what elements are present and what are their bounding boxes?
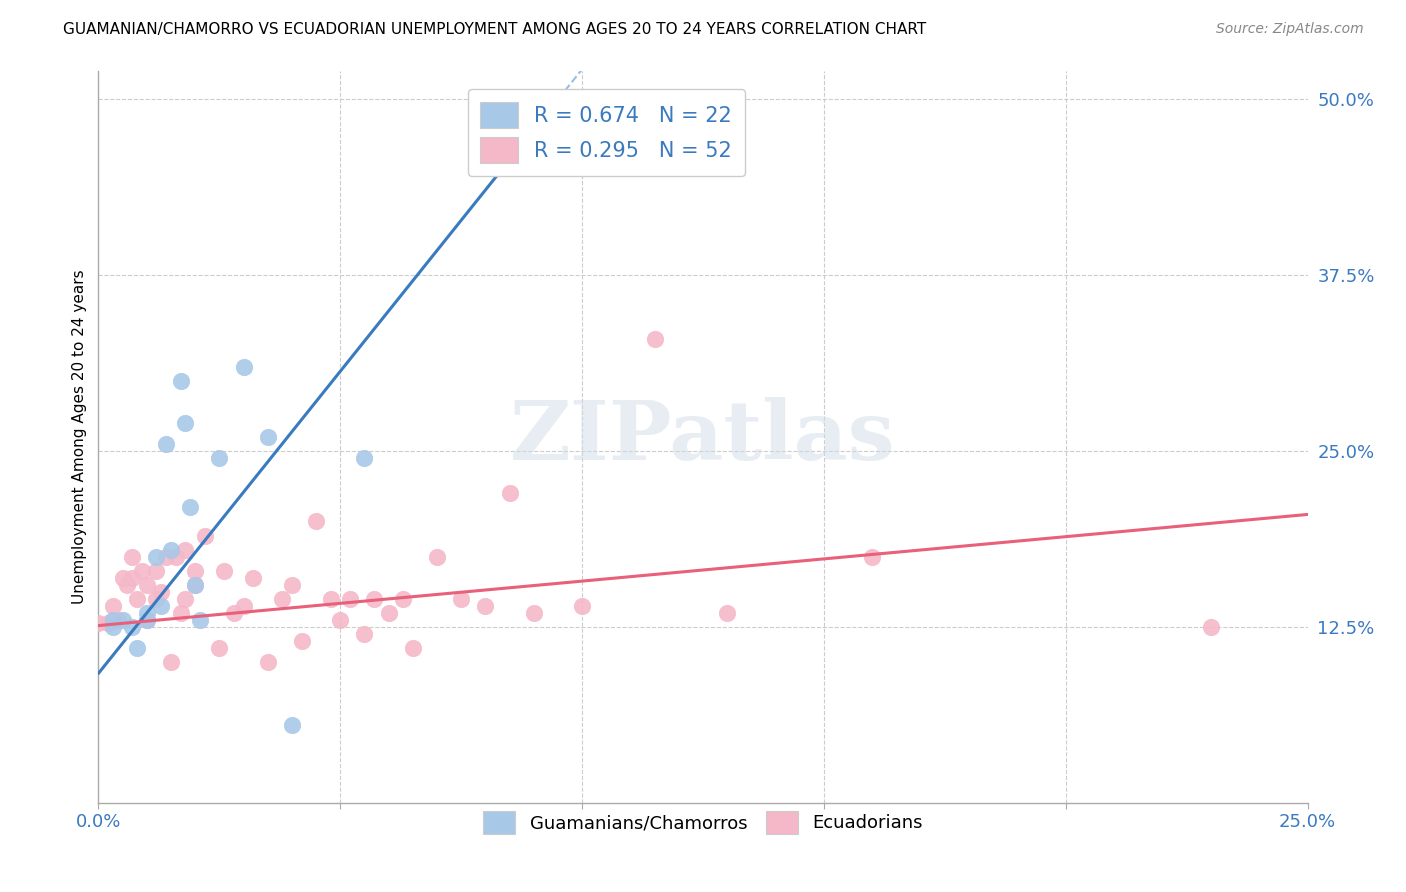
Point bbox=[150, 584, 173, 599]
Point bbox=[498, 486, 520, 500]
Point bbox=[101, 613, 124, 627]
Point bbox=[232, 599, 254, 613]
Point bbox=[145, 549, 167, 564]
Point bbox=[339, 591, 361, 606]
Point bbox=[135, 578, 157, 592]
Point bbox=[188, 613, 211, 627]
Point bbox=[392, 591, 415, 606]
Point bbox=[571, 599, 593, 613]
Point bbox=[716, 606, 738, 620]
Point bbox=[169, 606, 191, 620]
Point bbox=[305, 515, 328, 529]
Point bbox=[160, 655, 183, 669]
Point bbox=[281, 718, 304, 732]
Point bbox=[353, 451, 375, 466]
Point bbox=[290, 634, 312, 648]
Point bbox=[165, 549, 187, 564]
Point bbox=[174, 416, 197, 430]
Point bbox=[127, 641, 149, 656]
Point bbox=[184, 564, 207, 578]
Text: Source: ZipAtlas.com: Source: ZipAtlas.com bbox=[1216, 22, 1364, 37]
Point bbox=[242, 571, 264, 585]
Point bbox=[150, 599, 173, 613]
Point bbox=[145, 564, 167, 578]
Point bbox=[97, 615, 120, 630]
Point bbox=[87, 615, 110, 630]
Point bbox=[402, 641, 425, 656]
Point bbox=[208, 451, 231, 466]
Point bbox=[160, 542, 183, 557]
Point bbox=[377, 606, 399, 620]
Point bbox=[101, 599, 124, 613]
Point bbox=[1199, 620, 1222, 634]
Point bbox=[222, 606, 245, 620]
Point bbox=[145, 591, 167, 606]
Point bbox=[319, 591, 342, 606]
Point bbox=[271, 591, 294, 606]
Point bbox=[212, 564, 235, 578]
Point bbox=[179, 500, 201, 515]
Point bbox=[184, 578, 207, 592]
Point bbox=[256, 655, 278, 669]
Point bbox=[194, 528, 217, 542]
Point bbox=[232, 359, 254, 374]
Point bbox=[281, 578, 304, 592]
Point bbox=[208, 641, 231, 656]
Point bbox=[121, 571, 143, 585]
Point bbox=[111, 613, 134, 627]
Point bbox=[450, 591, 472, 606]
Point bbox=[426, 549, 449, 564]
Point bbox=[474, 128, 496, 142]
Point bbox=[174, 542, 197, 557]
Legend: Guamanians/Chamorros, Ecuadorians: Guamanians/Chamorros, Ecuadorians bbox=[472, 800, 934, 845]
Point bbox=[184, 578, 207, 592]
Point bbox=[135, 606, 157, 620]
Point bbox=[127, 591, 149, 606]
Point bbox=[169, 374, 191, 388]
Point bbox=[101, 620, 124, 634]
Point bbox=[474, 599, 496, 613]
Point bbox=[155, 437, 177, 451]
Point bbox=[131, 564, 153, 578]
Point bbox=[174, 591, 197, 606]
Point bbox=[121, 620, 143, 634]
Point bbox=[111, 571, 134, 585]
Y-axis label: Unemployment Among Ages 20 to 24 years: Unemployment Among Ages 20 to 24 years bbox=[72, 269, 87, 605]
Point bbox=[121, 549, 143, 564]
Point bbox=[329, 613, 352, 627]
Point bbox=[117, 578, 139, 592]
Point bbox=[363, 591, 385, 606]
Point bbox=[644, 332, 666, 346]
Point bbox=[353, 627, 375, 641]
Text: GUAMANIAN/CHAMORRO VS ECUADORIAN UNEMPLOYMENT AMONG AGES 20 TO 24 YEARS CORRELAT: GUAMANIAN/CHAMORRO VS ECUADORIAN UNEMPLO… bbox=[63, 22, 927, 37]
Text: ZIPatlas: ZIPatlas bbox=[510, 397, 896, 477]
Point bbox=[155, 549, 177, 564]
Point bbox=[256, 430, 278, 444]
Point bbox=[135, 613, 157, 627]
Point bbox=[523, 606, 546, 620]
Point bbox=[860, 549, 883, 564]
Point bbox=[135, 613, 157, 627]
Point bbox=[107, 613, 129, 627]
